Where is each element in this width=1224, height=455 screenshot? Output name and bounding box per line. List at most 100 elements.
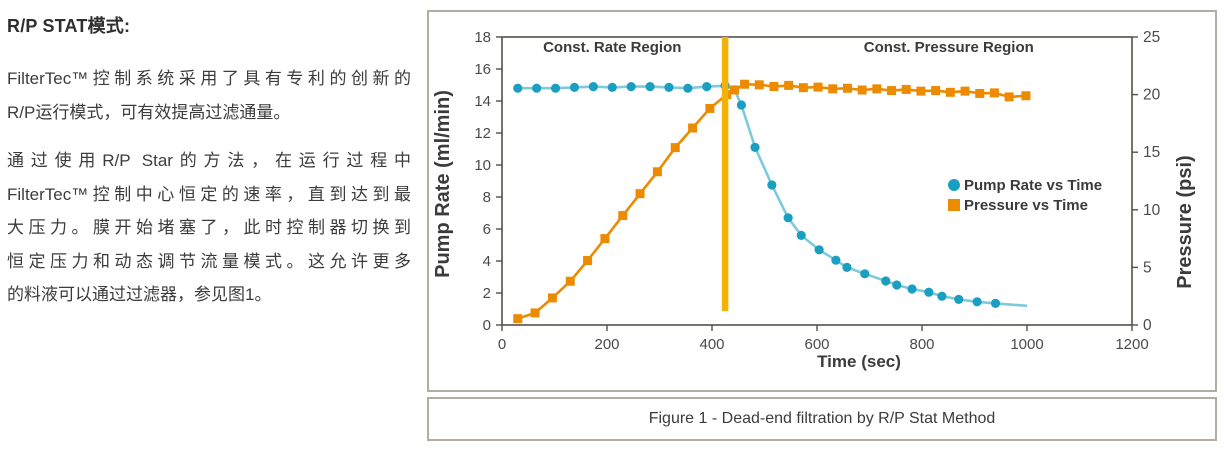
- pressure-vs-time-marker: [842, 83, 852, 93]
- pump-rate-vs-time-marker: [607, 82, 617, 92]
- pump-rate-vs-time-marker: [860, 269, 870, 279]
- y-axis-right-tick-label: 20: [1143, 87, 1161, 104]
- pump-rate-vs-time-marker: [664, 82, 674, 92]
- pressure-vs-time-marker: [916, 86, 926, 96]
- y-axis-right-tick-label: 10: [1143, 202, 1161, 219]
- pressure-vs-time-marker: [975, 88, 985, 98]
- y-axis-left-tick-label: 2: [483, 285, 491, 302]
- x-axis-tick-label: 800: [909, 336, 934, 353]
- x-axis-tick-label: 1200: [1115, 336, 1148, 353]
- section-title: R/P STAT模式:: [7, 16, 131, 36]
- text-line: 的料液可以通过过滤器，参见图1。: [7, 285, 272, 304]
- x-axis-title: Time (sec): [817, 352, 901, 371]
- y-axis-right-tick-label: 0: [1143, 317, 1152, 334]
- pump-rate-vs-time-marker: [972, 297, 982, 307]
- pump-rate-vs-time-marker: [750, 142, 760, 152]
- pressure-vs-time-marker: [754, 80, 764, 90]
- pressure-vs-time-marker: [872, 84, 882, 94]
- text-line: 恒定压力和动态调节流量模式。这允许更多: [7, 251, 411, 271]
- legend-label-pressure-vs-time: Pressure vs Time: [964, 197, 1088, 214]
- paragraph-2: 通过使用R/P Star的方法，在运行过程中 FilterTec™控制中心恒定的速…: [7, 144, 411, 312]
- pump-rate-vs-time-marker: [954, 294, 964, 304]
- y-axis-left-tick-label: 6: [483, 221, 491, 238]
- text-line: 通过使用R/P Star的方法，在运行过程中: [7, 151, 411, 170]
- pressure-vs-time-marker: [1021, 91, 1031, 101]
- pump-rate-vs-time-marker: [990, 298, 1001, 308]
- pump-rate-vs-time-marker: [550, 83, 561, 93]
- pump-rate-vs-time-marker: [796, 230, 806, 240]
- const-pressure-region-label: Const. Pressure Region: [864, 39, 1034, 56]
- pressure-vs-time-marker: [769, 82, 779, 92]
- text-line: FilterTec™控制系统采用了具有专利的创新的: [7, 69, 411, 88]
- pump-rate-vs-time-marker: [937, 291, 947, 301]
- pump-rate-vs-time-marker: [683, 83, 693, 93]
- paragraph-1: FilterTec™控制系统采用了具有专利的创新的 R/P运行模式，可有效提高过滤…: [7, 62, 411, 129]
- pressure-vs-time-marker: [740, 79, 750, 89]
- y-axis-left-tick-label: 14: [474, 93, 491, 110]
- pressure-vs-time-marker: [565, 276, 575, 286]
- text-line: R/P运行模式，可有效提高过滤通量。: [7, 102, 291, 122]
- y-axis-left-tick-label: 12: [474, 125, 491, 142]
- pump-rate-vs-time-marker: [842, 262, 852, 272]
- pressure-vs-time-marker: [652, 167, 662, 177]
- pressure-vs-time-marker: [635, 189, 645, 199]
- filtration-chart: 0 200 400 600 800 1000 1200 0 2 4 6 8 10 12 14 16 18 0 5 10…: [432, 29, 1196, 371]
- text-line: FilterTec™控制中心恒定的速率，直到达到最: [7, 184, 411, 204]
- y-axis-left-tick-label: 16: [474, 61, 491, 78]
- y-axis-left-tick-label: 4: [483, 253, 491, 270]
- pressure-vs-time-marker: [828, 84, 838, 94]
- pressure-vs-time-marker: [583, 255, 593, 265]
- pump-rate-vs-time-marker: [814, 245, 824, 255]
- figure-caption: Figure 1 - Dead-end filtration by R/P St…: [648, 410, 996, 427]
- pump-rate-vs-time-marker: [736, 100, 746, 110]
- pressure-vs-time-marker: [813, 82, 823, 92]
- pump-rate-vs-time-marker: [924, 287, 934, 297]
- y-axis-left-title: Pump Rate (ml/min): [432, 90, 454, 278]
- pressure-vs-time-marker: [618, 211, 628, 221]
- pressure-vs-time-marker: [945, 87, 955, 97]
- y-axis-left-tick-label: 18: [474, 29, 491, 46]
- pressure-vs-time-marker: [688, 123, 698, 133]
- pump-rate-vs-time-marker: [892, 280, 902, 290]
- y-axis-right-tick-label: 25: [1143, 29, 1160, 46]
- pump-rate-vs-time-marker: [569, 82, 580, 92]
- figure-chart-panel: 0 200 400 600 800 1000 1200 0 2 4 6 8 10 12 14 16 18 0 5 10…: [427, 10, 1217, 392]
- y-axis-left-tick-label: 8: [483, 189, 491, 206]
- x-axis-tick-label: 400: [699, 336, 724, 353]
- y-axis-right-tick-label: 5: [1143, 259, 1152, 276]
- intro-text-block: R/P STAT模式: FilterTec™控制系统采用了具有专利的创新的 R/P…: [7, 12, 411, 327]
- pressure-vs-time-marker: [530, 308, 540, 318]
- pump-rate-vs-time-marker: [645, 82, 655, 92]
- pressure-vs-time-marker: [670, 143, 680, 153]
- legend-label-pump-rate-vs-time: Pump Rate vs Time: [964, 177, 1102, 194]
- pump-rate-vs-time-marker: [881, 276, 891, 286]
- pressure-vs-time-marker: [784, 80, 794, 90]
- pressure-vs-time-marker: [960, 86, 970, 96]
- y-axis-right-tick-label: 15: [1143, 144, 1160, 161]
- pressure-vs-time-marker: [730, 85, 740, 95]
- pump-rate-vs-time-marker: [767, 180, 777, 190]
- pump-rate-vs-time-marker: [588, 82, 598, 92]
- pressure-vs-time-marker: [705, 103, 715, 113]
- pump-rate-vs-time-line: [517, 84, 1028, 308]
- text-line: 大压力。膜开始堵塞了，此时控制器切换到: [7, 218, 411, 237]
- const-rate-region-label: Const. Rate Region: [543, 39, 681, 56]
- pressure-vs-time-marker: [513, 314, 523, 324]
- pump-rate-vs-time-marker: [626, 82, 636, 92]
- x-axis-tick-label: 200: [594, 336, 619, 353]
- y-axis-left-tick-label: 10: [474, 157, 491, 174]
- figure-caption-box: Figure 1 - Dead-end filtration by R/P St…: [427, 397, 1217, 441]
- x-axis-tick-label: 600: [804, 336, 829, 353]
- pressure-vs-time-marker: [901, 84, 911, 94]
- pressure-vs-time-marker: [931, 86, 941, 96]
- pressure-vs-time-marker: [1004, 92, 1014, 102]
- pressure-vs-time-marker: [547, 293, 557, 303]
- pressure-vs-time-marker: [798, 83, 808, 93]
- legend-marker-pump-rate-vs-time: [948, 179, 960, 191]
- pump-rate-vs-time-marker: [513, 83, 523, 93]
- pressure-vs-time-marker: [857, 85, 867, 95]
- pressure-vs-time-marker: [887, 86, 897, 96]
- pump-rate-vs-time-marker: [831, 255, 841, 265]
- pressure-vs-time-line: [517, 82, 1027, 320]
